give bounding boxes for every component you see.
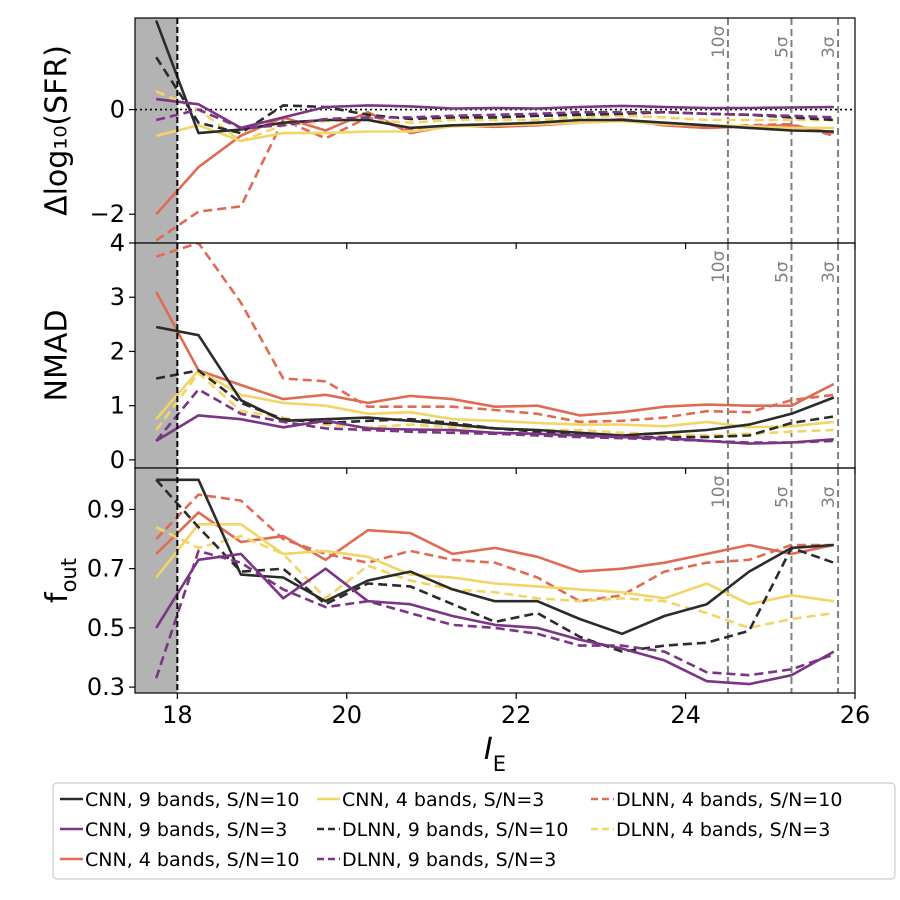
series-line <box>155 243 834 424</box>
series-line <box>155 526 834 630</box>
series-line <box>155 493 834 603</box>
sigma-label: 5σ <box>772 486 792 508</box>
x-tick-label: 22 <box>501 701 532 729</box>
x-axis-label: IE <box>484 732 506 776</box>
series-line <box>156 97 834 130</box>
y-tick-label: 0.7 <box>87 555 125 583</box>
sigma-label: 5σ <box>772 261 792 283</box>
series-line <box>155 369 834 439</box>
series-group <box>155 243 835 445</box>
legend: CNN, 9 bands, S/N=10 CNN, 9 bands, S/N=3 C… <box>52 782 896 880</box>
y-tick-label: 0.3 <box>87 673 125 701</box>
series-line <box>156 478 834 636</box>
panel-1: 10σ 5σ 3σ −2 0 Δlog₁₀(SFR) <box>40 17 856 249</box>
panel-frame <box>134 17 856 244</box>
series-line <box>155 108 834 130</box>
series-line <box>154 549 835 679</box>
shaded-region <box>135 468 178 693</box>
y-tick-label: 0.9 <box>87 495 125 523</box>
y-tick-label: 0 <box>110 446 125 474</box>
x-axis: 18 20 22 24 26 IE <box>162 701 870 776</box>
y-tick-label: 2 <box>110 337 125 365</box>
legend-label: DLNN, 4 bands, S/N=10 <box>616 789 842 811</box>
y-tick-label: 0 <box>110 96 125 124</box>
legend-label: CNN, 4 bands, S/N=10 <box>85 849 299 871</box>
sigma-label: 10σ <box>709 475 729 508</box>
x-tick-label: 24 <box>670 701 701 729</box>
panel-frame <box>134 467 856 694</box>
legend-label: DLNN, 4 bands, S/N=3 <box>616 819 830 841</box>
legend-box <box>52 782 896 880</box>
shaded-region <box>135 18 178 243</box>
x-tick-label: 26 <box>840 701 871 729</box>
x-tick-label: 18 <box>162 701 193 729</box>
series-line <box>155 511 835 573</box>
panel-3: 10σ 5σ 3σ 0.3 0.5 0.7 0.9 fout <box>40 467 856 701</box>
sigma-label: 3σ <box>819 486 839 508</box>
y-tick-label: 3 <box>110 283 125 311</box>
y-tick-label: 0.5 <box>87 614 125 642</box>
series-group <box>154 478 835 686</box>
sigma-label: 5σ <box>772 36 792 58</box>
legend-label: DLNN, 9 bands, S/N=10 <box>342 819 568 841</box>
series-line <box>155 522 834 606</box>
sigma-label: 10σ <box>709 25 729 58</box>
sigma-label: 10σ <box>709 250 729 283</box>
legend-label: DLNN, 9 bands, S/N=3 <box>342 849 556 871</box>
sigma-label: 3σ <box>819 36 839 58</box>
legend-label: CNN, 9 bands, S/N=3 <box>85 819 287 841</box>
panel-2: 10σ 5σ 3σ 0 1 2 3 4 NMAD <box>40 229 856 474</box>
legend-label: CNN, 9 bands, S/N=10 <box>85 789 299 811</box>
series-line <box>155 325 835 437</box>
y-axis-label: NMAD <box>40 310 75 402</box>
series-group <box>154 20 835 242</box>
y-tick-label: −2 <box>90 200 125 228</box>
sigma-label: 3σ <box>819 261 839 283</box>
series-line <box>155 90 834 143</box>
y-tick-label: 1 <box>110 392 125 420</box>
legend-label: CNN, 4 bands, S/N=3 <box>342 789 544 811</box>
x-tick-label: 20 <box>331 701 362 729</box>
series-line <box>155 388 834 444</box>
series-line <box>155 552 835 686</box>
series-line <box>155 369 834 429</box>
series-line <box>155 291 835 417</box>
shaded-region <box>135 243 178 468</box>
y-axis-label: Δlog₁₀(SFR) <box>40 45 75 216</box>
series-line <box>155 56 834 135</box>
y-tick-label: 4 <box>110 229 125 257</box>
y-axis-label: fout <box>40 558 82 603</box>
